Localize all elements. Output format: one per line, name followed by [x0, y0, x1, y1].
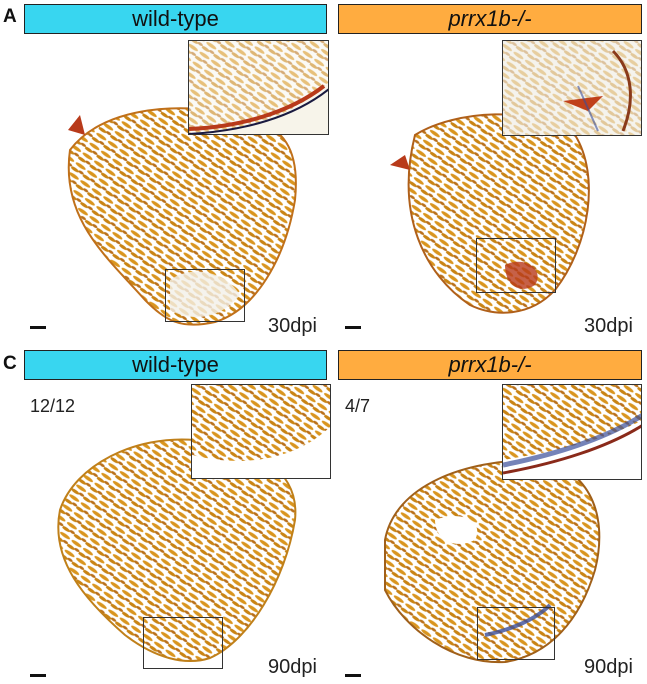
region-box-a-wildtype: [165, 269, 245, 322]
heart-section-c-mutant: [365, 440, 615, 665]
inset-c-mutant: [502, 384, 642, 480]
timepoint-c-wildtype: 90dpi: [268, 656, 317, 678]
heart-section-a-mutant: [385, 95, 595, 320]
region-box-c-wildtype: [143, 617, 223, 669]
region-box-c-mutant: [477, 607, 555, 660]
scale-bar-a-mutant: [345, 326, 361, 329]
inset-c-wildtype: [191, 384, 331, 479]
timepoint-a-mutant: 30dpi: [584, 315, 633, 337]
panel-label-c: C: [3, 353, 17, 374]
region-box-a-mutant: [476, 238, 556, 293]
inset-a-mutant: [502, 40, 642, 136]
panel-label-a: A: [3, 6, 17, 27]
mutant-banner-c: prrx1b-/-: [338, 350, 642, 380]
mutant-banner-a: prrx1b-/-: [338, 4, 642, 34]
scale-bar-a-wildtype: [30, 326, 46, 329]
inset-a-wildtype: [188, 40, 329, 135]
scale-bar-c-mutant: [345, 674, 361, 677]
wildtype-banner-a: wild-type: [24, 4, 327, 34]
heart-section-c-wildtype: [45, 430, 305, 665]
scale-bar-c-wildtype: [30, 674, 46, 677]
wildtype-banner-c: wild-type: [24, 350, 327, 380]
ratio-c-mutant: 4/7: [345, 396, 371, 416]
heart-section-a-wildtype: [40, 90, 310, 330]
timepoint-c-mutant: 90dpi: [584, 656, 633, 678]
ratio-c-wildtype: 12/12: [30, 396, 76, 416]
timepoint-a-wildtype: 30dpi: [268, 315, 317, 337]
